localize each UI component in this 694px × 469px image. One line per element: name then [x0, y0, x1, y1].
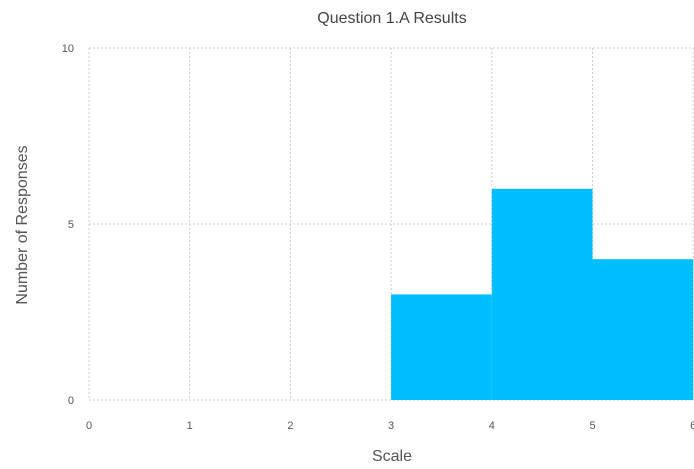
x-tick-labels: 0 1 2 3 4 5 6 — [86, 420, 694, 432]
y-tick-label: 0 — [68, 395, 74, 407]
histogram-bar — [391, 294, 492, 400]
x-tick-label: 4 — [489, 420, 495, 432]
x-tick-label: 1 — [187, 420, 193, 432]
y-tick-label: 10 — [62, 43, 74, 55]
y-tick-label: 5 — [68, 219, 74, 231]
histogram-bar — [592, 259, 694, 400]
x-tick-label: 6 — [690, 420, 694, 432]
y-tick-labels: 0 5 10 — [62, 43, 74, 407]
x-tick-label: 0 — [86, 420, 92, 432]
bars — [391, 188, 694, 400]
x-tick-label: 3 — [388, 420, 394, 432]
x-axis-label: Scale — [372, 448, 412, 465]
chart-title: Question 1.A Results — [317, 10, 466, 27]
histogram-bar — [491, 188, 593, 400]
x-tick-label: 5 — [589, 420, 595, 432]
y-axis-label: Number of Responses — [14, 145, 31, 304]
x-tick-label: 2 — [287, 420, 293, 432]
